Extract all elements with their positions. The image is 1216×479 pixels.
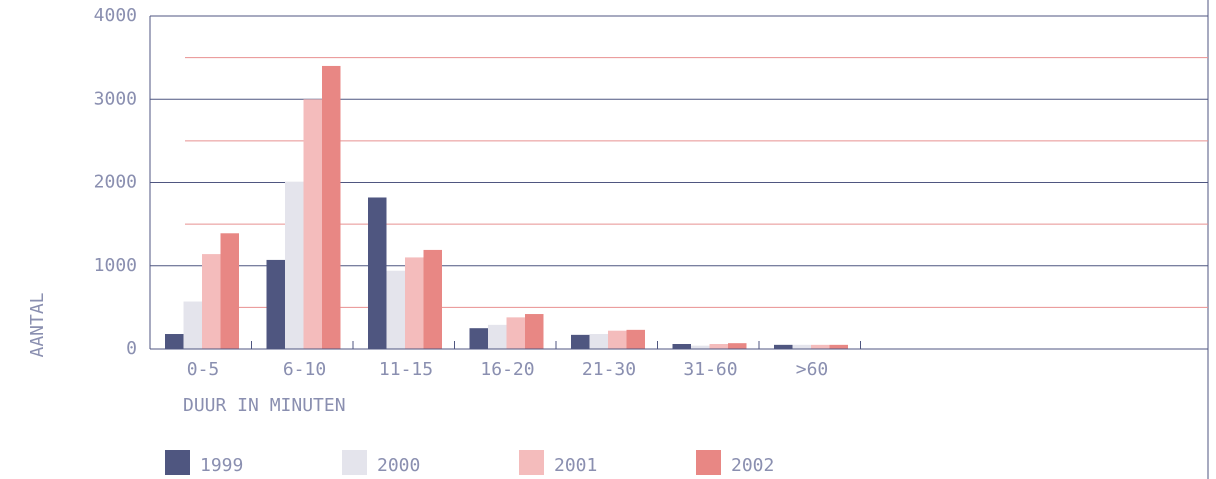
bar [266, 259, 285, 349]
bar [469, 328, 488, 349]
bar [525, 314, 544, 349]
bar [183, 301, 202, 349]
legend-label: 2002 [731, 455, 774, 476]
bar [488, 324, 507, 349]
bar [589, 334, 608, 349]
x-tick-label: 21-30 [582, 359, 636, 380]
x-tick-label: >60 [796, 359, 829, 380]
bar [608, 330, 627, 349]
bar [691, 345, 710, 349]
bar [423, 249, 442, 349]
bar [386, 270, 405, 349]
y-tick-label: 3000 [94, 88, 137, 109]
bar [368, 197, 387, 349]
bar [405, 257, 424, 349]
legend-swatch [342, 450, 367, 475]
x-tick-label: 0-5 [187, 359, 220, 380]
bar [202, 254, 221, 349]
bar [303, 99, 322, 349]
bar [774, 344, 793, 349]
bar [709, 344, 728, 349]
y-tick-label: 1000 [94, 255, 137, 276]
bar [728, 343, 747, 349]
bar [506, 317, 525, 349]
bar [626, 329, 645, 349]
y-tick-label: 0 [126, 338, 137, 359]
x-tick-label: 11-15 [379, 359, 433, 380]
bar [672, 344, 691, 349]
y-axis-label: AANTAL [27, 292, 48, 357]
legend-swatch [696, 450, 721, 475]
bar [792, 344, 811, 349]
bar [285, 181, 304, 349]
bar [829, 344, 848, 349]
legend-label: 1999 [200, 455, 243, 476]
y-tick-label: 4000 [94, 5, 137, 26]
x-axis-label: DUUR IN MINUTEN [183, 395, 346, 416]
bar [220, 233, 239, 349]
bar [322, 65, 341, 349]
legend-label: 2000 [377, 455, 420, 476]
bar [571, 334, 590, 349]
x-tick-label: 16-20 [480, 359, 534, 380]
x-tick-label: 6-10 [283, 359, 326, 380]
legend-label: 2001 [554, 455, 597, 476]
legend-swatch [165, 450, 190, 475]
bar [811, 344, 830, 349]
bar [165, 334, 184, 349]
y-tick-label: 2000 [94, 172, 137, 193]
legend-swatch [519, 450, 544, 475]
x-tick-label: 31-60 [683, 359, 737, 380]
